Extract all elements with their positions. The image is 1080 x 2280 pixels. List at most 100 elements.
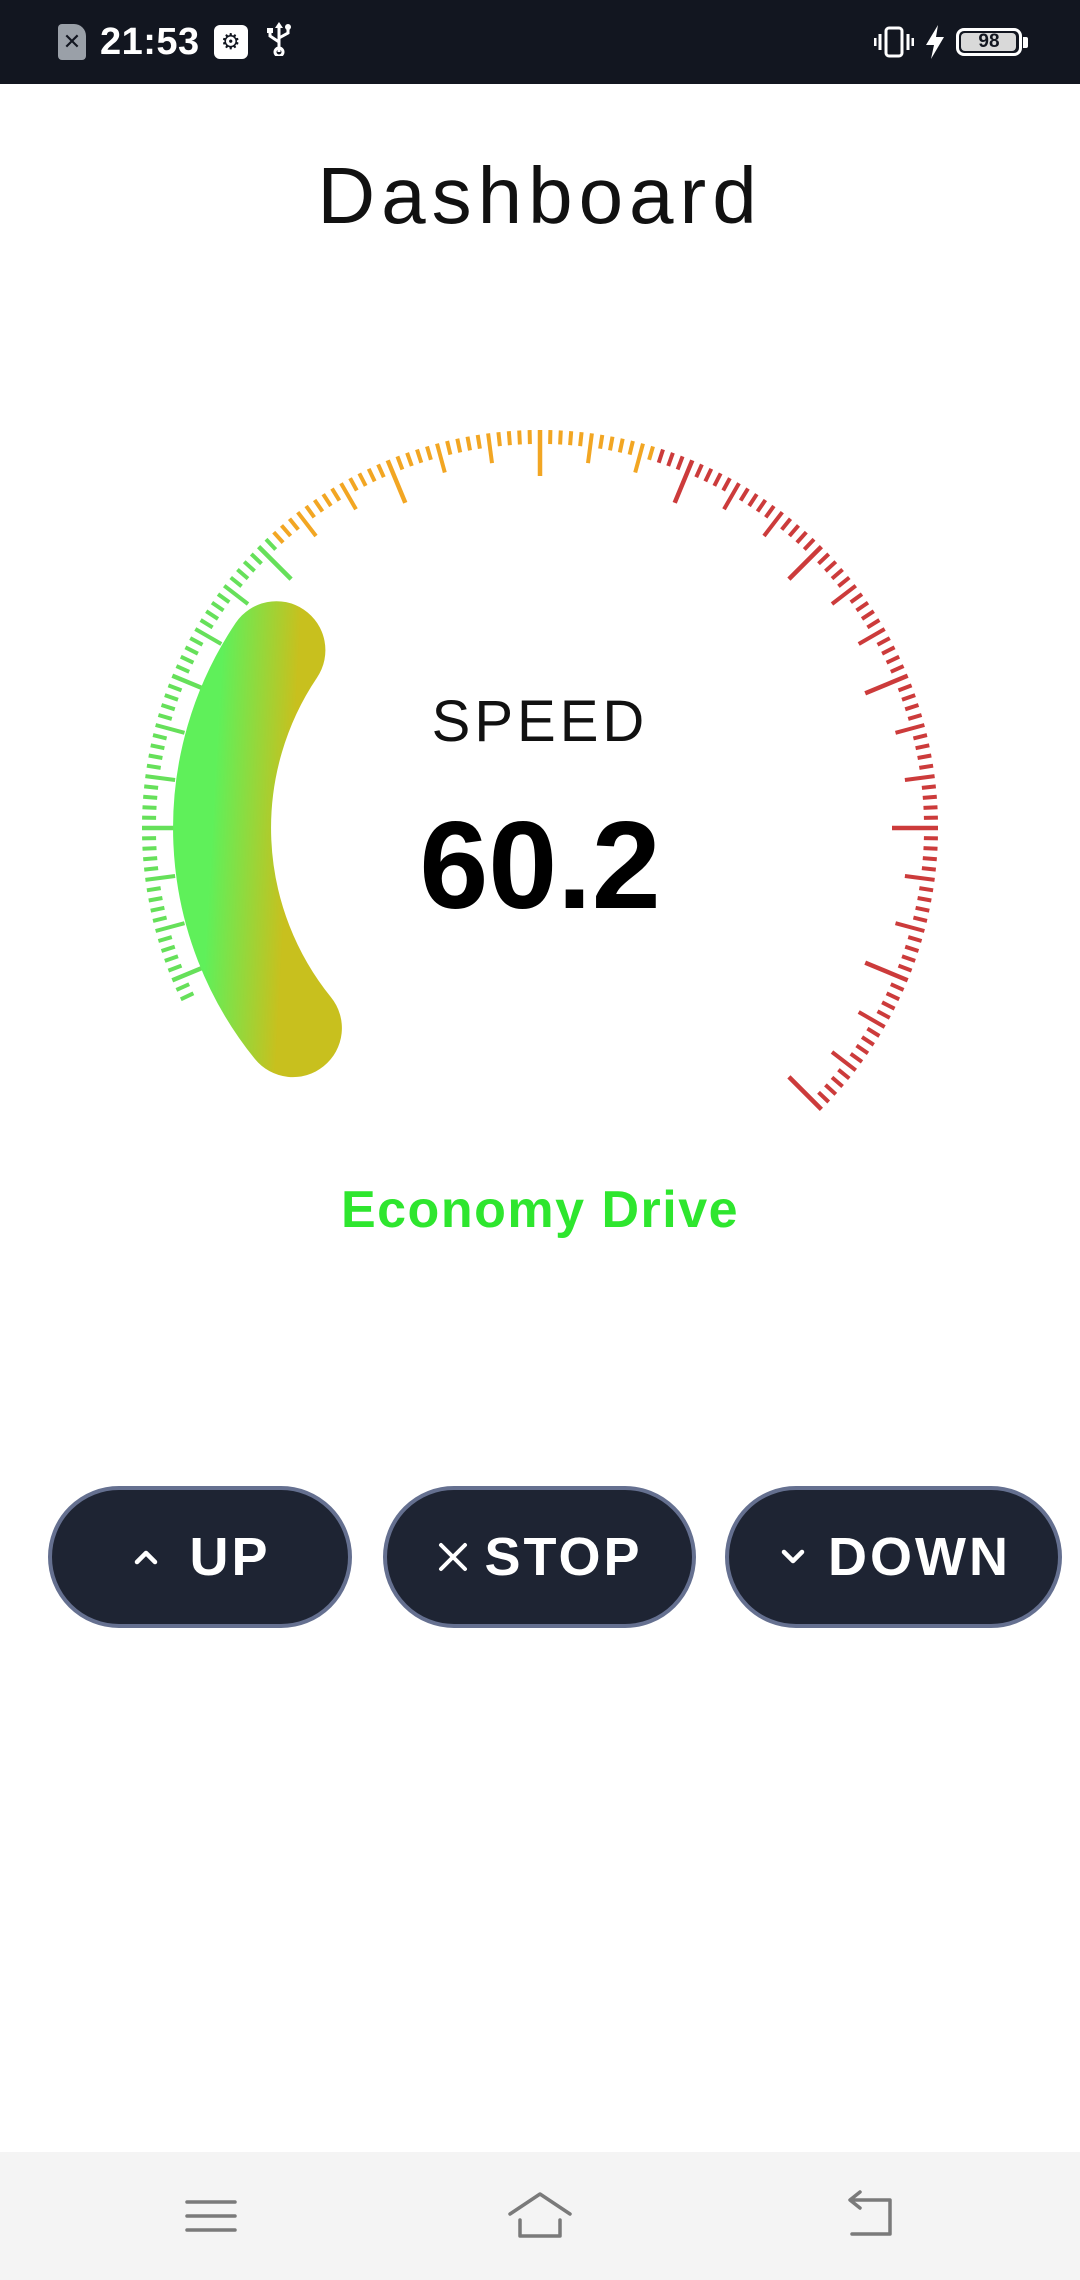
gauge-tick — [249, 552, 263, 566]
gauge-tick — [837, 575, 851, 588]
gauge-tick — [486, 433, 494, 464]
status-bar-right: 98 — [874, 0, 1028, 84]
gauge-tick — [866, 618, 881, 630]
gauge-tick — [855, 600, 870, 613]
back-icon[interactable] — [838, 2184, 902, 2248]
gauge-tick — [907, 713, 923, 721]
gauge-tick — [376, 463, 386, 479]
gauge-tick — [366, 467, 377, 483]
gauge-tick — [647, 445, 655, 461]
gauge-tick — [617, 438, 625, 453]
gauge-tick — [876, 636, 891, 647]
gauge-tick — [830, 1075, 844, 1089]
gauge-progress-arc — [173, 601, 342, 1078]
gauge-tick — [703, 467, 714, 483]
gauge-tick — [395, 455, 405, 471]
gauge-tick — [205, 609, 220, 621]
down-button[interactable]: DOWN — [725, 1486, 1062, 1628]
gauge-tick — [257, 545, 293, 581]
gauge-tick — [817, 1090, 831, 1104]
gauge-tick — [860, 1035, 875, 1047]
gauge-tick — [830, 584, 858, 606]
gauge-tick — [857, 1010, 886, 1029]
chevron-up-icon — [135, 1550, 158, 1565]
gauge-tick — [849, 1052, 864, 1064]
gauge-tick — [675, 455, 685, 471]
gauge-tick — [627, 440, 635, 456]
gauge-tick — [738, 487, 750, 502]
gauge-tick — [598, 434, 605, 450]
gauge-tick — [923, 846, 938, 851]
stop-button[interactable]: STOP — [383, 1486, 696, 1628]
gauge-tick — [568, 431, 574, 446]
gauge-tick — [918, 763, 934, 770]
gauge-tick — [415, 448, 424, 464]
gauge-tick — [860, 609, 875, 621]
gauge-tick — [915, 743, 930, 751]
gauge-tick — [864, 960, 909, 983]
gauge-tick — [795, 530, 808, 544]
gauge-tick — [904, 944, 920, 953]
gauge-tick — [901, 693, 916, 702]
menu-icon[interactable] — [179, 2184, 243, 2248]
gauge-tick — [405, 452, 414, 467]
gauge-tick — [904, 703, 920, 712]
home-icon[interactable] — [508, 2184, 572, 2248]
gauge-tick — [917, 896, 932, 903]
gauge-tick — [558, 430, 563, 445]
gauge-tick — [321, 493, 333, 508]
gauge-tick — [145, 774, 176, 782]
gauge-tick — [330, 487, 342, 502]
down-button-label: DOWN — [828, 1527, 1011, 1587]
battery-icon: 98 — [956, 28, 1028, 56]
gauge-tick — [633, 443, 645, 474]
gauge-tick — [755, 498, 768, 513]
gauge-tick — [866, 1026, 881, 1038]
gauge-tick — [210, 600, 225, 613]
gauge-tick — [435, 443, 447, 474]
status-bar-left: 21:53 ⚙ — [58, 0, 296, 84]
gauge-tick — [722, 482, 741, 511]
gauge-tick — [889, 982, 905, 992]
gauge-tick — [222, 584, 250, 606]
gauge-tick — [150, 905, 165, 913]
gauge-tick — [830, 1050, 858, 1072]
gauge-tick — [830, 567, 844, 581]
gauge-tick — [175, 664, 191, 674]
gauge-tick — [179, 991, 195, 1002]
usb-icon — [262, 22, 296, 62]
gauge-tick — [167, 683, 183, 693]
up-button[interactable]: UP — [48, 1486, 352, 1628]
gauge-tick — [904, 874, 935, 882]
gauge-tick — [296, 510, 318, 538]
chevron-down-icon — [781, 1549, 805, 1564]
vibrate-icon — [874, 26, 914, 58]
gauge-tick — [506, 431, 512, 446]
gauge-tick — [142, 805, 157, 810]
gauge-tick — [912, 915, 928, 923]
gauge-tick — [918, 886, 934, 893]
gauge-tick — [445, 440, 453, 456]
gauge-tick — [146, 886, 162, 893]
gauge-tick — [712, 472, 723, 487]
gauge-tick — [312, 498, 325, 513]
gauge-tick — [155, 723, 186, 735]
gauge-tick — [148, 753, 163, 760]
gauge-tick — [339, 482, 358, 511]
gauge-tick — [907, 935, 923, 943]
gauge-tick — [152, 733, 168, 741]
gauge-tick — [922, 794, 937, 800]
gauge-tick — [855, 1043, 870, 1056]
gauge-tick — [199, 618, 214, 630]
gauge-tick — [885, 654, 901, 665]
battery-fill — [961, 33, 1016, 51]
gauge-tick — [787, 545, 823, 581]
gauge-tick — [357, 472, 368, 487]
gauge-tick — [921, 866, 937, 872]
gauge-tick — [164, 954, 179, 963]
gauge-tick — [179, 654, 195, 665]
gauge-tick — [762, 510, 784, 538]
gauge-tick — [496, 431, 502, 447]
gauge-tick — [894, 921, 925, 933]
gauge-tick — [917, 753, 932, 760]
